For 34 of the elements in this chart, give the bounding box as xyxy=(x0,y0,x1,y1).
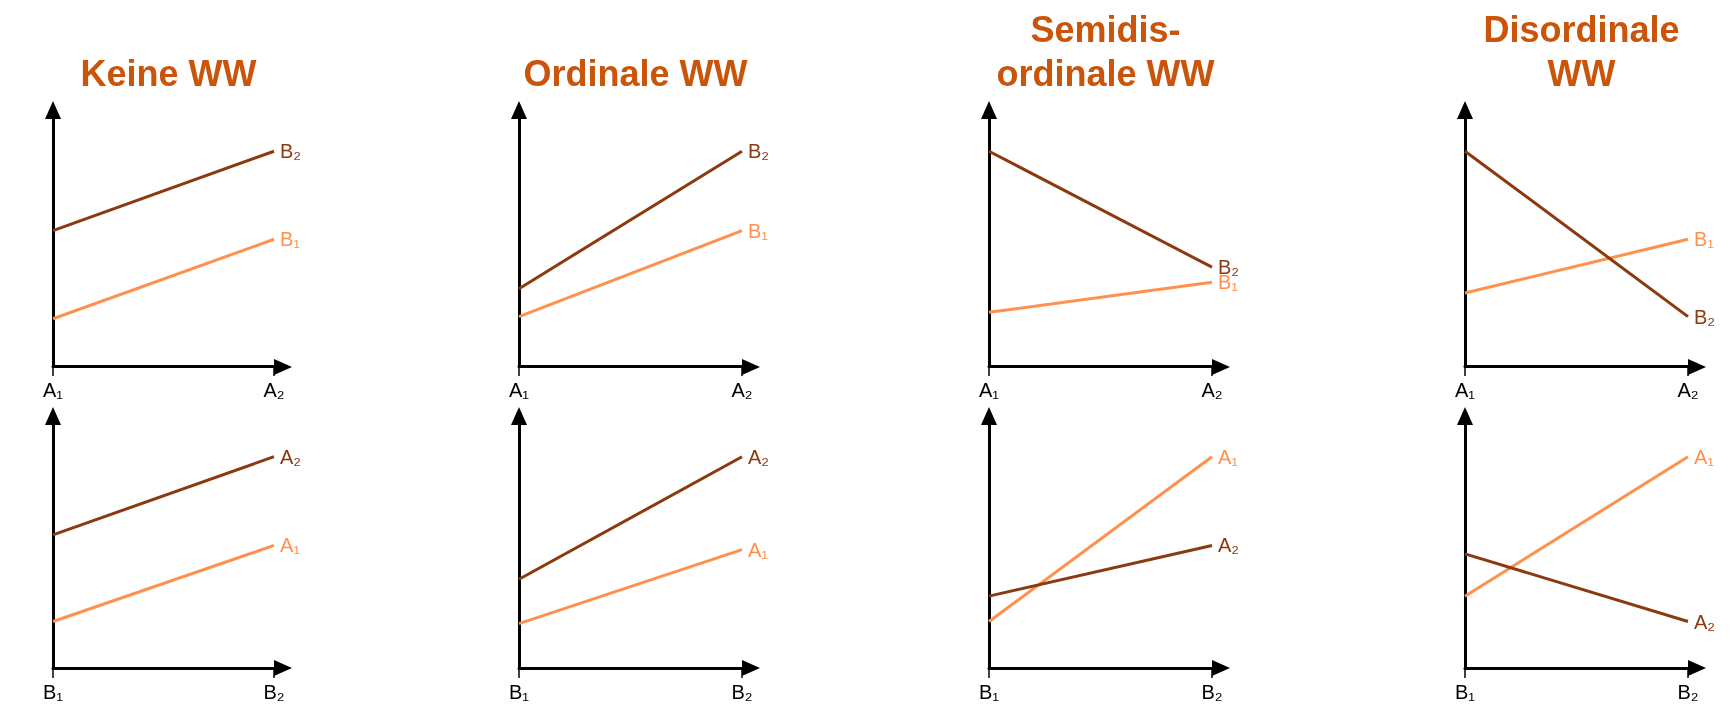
chart-title: Semidis- ordinale WW xyxy=(996,8,1215,94)
x-tick-label: A₂ xyxy=(1201,379,1223,401)
x-tick-label: A₁ xyxy=(42,379,64,401)
series-label: A₂ xyxy=(280,445,302,468)
series-label: A₁ xyxy=(1218,445,1239,468)
x-tick-label: A₂ xyxy=(263,379,285,401)
x-tick-label: B₁ xyxy=(978,681,1000,703)
series-label: A₂ xyxy=(1694,610,1716,633)
x-tick-label: A₁ xyxy=(508,379,530,401)
x-tick-label: B₂ xyxy=(263,681,285,703)
series-label: A₂ xyxy=(748,445,770,468)
series-label: B₁ xyxy=(748,219,769,242)
series-label: B₂ xyxy=(1694,305,1716,328)
series-label: A₁ xyxy=(748,538,769,561)
x-tick-label: B₂ xyxy=(1677,681,1699,703)
series-label: B₂ xyxy=(748,140,770,163)
x-tick-label: A₂ xyxy=(731,379,753,401)
x-tick-label: B₂ xyxy=(731,681,753,703)
x-tick-label: B₁ xyxy=(42,681,64,703)
x-tick-label: B₂ xyxy=(1201,681,1223,703)
chart-title: Keine WW xyxy=(80,52,257,94)
series-label: B₁ xyxy=(1694,228,1715,251)
series-label: B₁ xyxy=(280,228,301,251)
x-tick-label: B₁ xyxy=(508,681,530,703)
series-label: B₂ xyxy=(280,140,302,163)
series-label: A₂ xyxy=(1218,534,1240,557)
series-label: A₁ xyxy=(1694,445,1715,468)
x-tick-label: A₂ xyxy=(1677,379,1699,401)
chart-title: Disordinale WW xyxy=(1483,8,1680,94)
chart-title: Ordinale WW xyxy=(523,52,748,94)
x-tick-label: A₁ xyxy=(978,379,1000,401)
series-label: A₁ xyxy=(280,534,301,557)
x-tick-label: A₁ xyxy=(1454,379,1476,401)
x-tick-label: B₁ xyxy=(1454,681,1476,703)
